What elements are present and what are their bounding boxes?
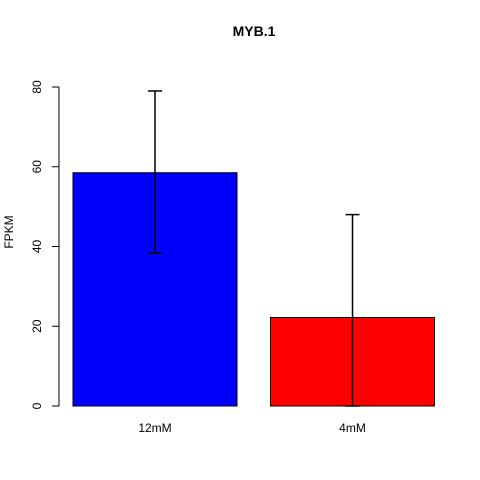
y-tick-label: 60 bbox=[30, 160, 44, 174]
y-tick-label: 40 bbox=[30, 240, 44, 254]
chart-title: MYB.1 bbox=[233, 23, 276, 39]
y-tick-label: 80 bbox=[30, 80, 44, 94]
x-category-label: 12mM bbox=[138, 421, 171, 435]
x-axis-labels: 12mM 4mM bbox=[138, 421, 366, 435]
y-tick-label: 0 bbox=[30, 402, 44, 409]
y-axis-ticks: 0 20 40 60 80 bbox=[30, 80, 59, 409]
error-bars bbox=[148, 90, 360, 407]
x-category-label: 4mM bbox=[339, 421, 366, 435]
bars bbox=[72, 172, 435, 407]
y-tick-label: 20 bbox=[30, 319, 44, 333]
y-axis-label: FPKM bbox=[2, 215, 16, 248]
